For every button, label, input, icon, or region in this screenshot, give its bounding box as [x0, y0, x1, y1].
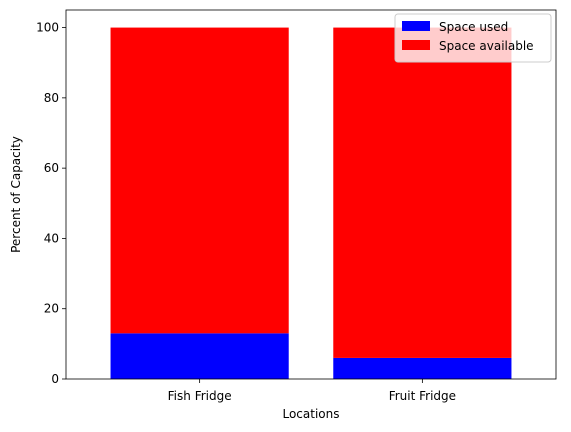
axes-group: [65, 9, 557, 380]
y-axis-label: Percent of Capacity: [9, 136, 23, 253]
legend-label-1: Space available: [439, 39, 534, 53]
bar-available-1: [333, 27, 512, 358]
y-tick-label-0: 0: [51, 372, 59, 386]
bar-used-0: [110, 333, 289, 379]
legend-label-0: Space used: [439, 20, 508, 34]
y-tick-label-1: 20: [44, 302, 59, 316]
y-tick-label-2: 40: [44, 231, 59, 245]
y-tick-label-3: 60: [44, 161, 59, 175]
x-tick-label-0: Fish Fridge: [168, 389, 232, 403]
legend-box: [394, 13, 552, 63]
y-tick-label-5: 100: [36, 21, 59, 35]
bar-used-1: [333, 357, 512, 379]
x-tick-label-1: Fruit Fridge: [389, 389, 456, 403]
bar-available-0: [110, 27, 289, 334]
y-ticks-group: 0 20 40 60 80 100: [36, 21, 66, 386]
x-ticks-group: Fish Fridge Fruit Fridge: [168, 379, 456, 403]
legend-swatch-1: [402, 40, 430, 50]
x-axis-label: Locations: [282, 407, 339, 421]
legend: Space used Space available: [394, 13, 552, 63]
bars-group: [110, 27, 512, 379]
y-tick-label-4: 80: [44, 91, 59, 105]
legend-swatch-0: [402, 21, 430, 31]
axes-frame: [65, 9, 557, 380]
